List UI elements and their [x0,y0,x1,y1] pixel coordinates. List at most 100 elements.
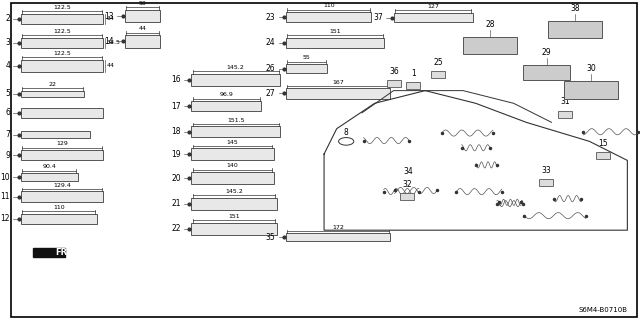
Bar [394,13,472,22]
Text: 14: 14 [105,37,115,46]
Text: 34: 34 [107,17,115,21]
Text: 9: 9 [5,151,10,160]
Text: 167: 167 [332,80,344,85]
Bar [539,179,553,186]
Text: 22: 22 [49,82,56,87]
Text: 5: 5 [5,89,10,98]
Text: 2: 2 [5,14,10,23]
Bar [387,80,401,87]
Bar [20,150,103,160]
Bar [564,81,618,99]
Text: 122.5: 122.5 [53,5,71,10]
Bar [558,111,572,118]
Text: 7: 7 [5,130,10,139]
Bar [20,173,77,181]
Text: 151: 151 [330,29,341,34]
Text: 110: 110 [53,205,65,210]
Text: 28: 28 [485,20,495,29]
Text: FR.: FR. [56,248,71,257]
Bar [191,101,261,111]
Text: 32: 32 [402,180,412,189]
Text: 129.4: 129.4 [53,183,71,188]
Text: 122.5: 122.5 [53,29,71,34]
Text: 50: 50 [138,1,147,6]
Bar [33,248,65,257]
Bar [20,14,103,24]
Text: 122.5: 122.5 [53,51,71,56]
Bar [20,191,103,202]
Text: 145: 145 [227,139,238,145]
Text: 1: 1 [411,69,415,78]
Text: S6M4-B0710B: S6M4-B0710B [579,307,627,313]
Text: 21: 21 [171,199,180,208]
Text: 4: 4 [5,61,10,70]
Text: 15: 15 [598,139,607,148]
Bar [286,12,371,22]
Text: 6: 6 [5,108,10,117]
Text: 18: 18 [171,127,180,136]
Bar [20,108,103,118]
Text: 44: 44 [107,63,115,68]
Bar [20,131,90,138]
Text: 25: 25 [434,58,444,67]
Text: 13: 13 [105,11,115,21]
Bar [286,64,327,73]
Bar [286,234,390,241]
Text: 38: 38 [570,4,580,13]
Text: 27: 27 [266,89,275,98]
Text: 129: 129 [56,141,68,146]
Text: 3: 3 [5,38,10,47]
Text: 19: 19 [171,150,180,159]
Text: 12: 12 [1,214,10,223]
Text: 24: 24 [266,38,275,47]
Text: 33: 33 [541,166,551,175]
Text: 30: 30 [586,64,596,73]
Text: 36: 36 [389,67,399,76]
Text: 140: 140 [227,163,238,168]
Text: 22: 22 [171,225,180,234]
Bar [125,35,160,48]
Text: 26: 26 [266,64,275,73]
Bar [596,152,610,159]
Text: 145.2: 145.2 [225,189,243,194]
Bar [523,65,570,79]
Bar [286,38,384,48]
Text: 151.5: 151.5 [227,118,244,123]
Text: 145.2: 145.2 [227,65,244,70]
Bar [191,223,276,235]
Text: 33.5: 33.5 [107,40,120,45]
Bar [548,21,602,38]
Bar [431,71,445,78]
Bar [20,214,97,224]
Text: 96.9: 96.9 [219,92,233,97]
Text: 17: 17 [171,102,180,111]
Bar [191,172,273,184]
Bar [191,148,273,160]
Text: 37: 37 [373,13,383,22]
Text: 55: 55 [303,56,310,61]
Bar [20,60,103,71]
Text: 31: 31 [560,98,570,107]
Bar [125,10,160,22]
Text: 20: 20 [171,174,180,183]
Text: 34: 34 [403,167,413,176]
Text: 151: 151 [228,214,240,219]
Text: 127: 127 [427,4,439,9]
Text: 29: 29 [542,48,552,57]
Text: 44: 44 [138,26,147,31]
Text: 90.4: 90.4 [42,164,56,169]
Text: 16: 16 [171,75,180,84]
Text: 8: 8 [344,128,349,137]
Bar [286,88,390,99]
Bar [406,82,420,89]
Text: 10: 10 [1,173,10,182]
Bar [191,126,280,137]
Bar [20,38,103,48]
Bar [400,193,414,200]
Bar [191,197,276,210]
Bar [463,37,516,54]
Text: 172: 172 [332,225,344,230]
Bar [191,74,280,86]
Bar [20,91,84,97]
Text: 23: 23 [266,13,275,22]
